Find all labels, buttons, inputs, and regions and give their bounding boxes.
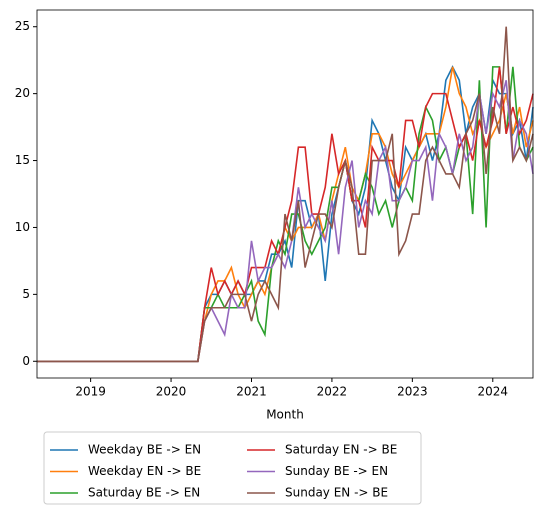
x-tick-label: 2021 (236, 385, 267, 399)
x-tick-label: 2019 (75, 385, 106, 399)
y-tick-label: 5 (22, 287, 30, 301)
legend-label: Saturday EN -> BE (285, 443, 397, 457)
legend-label: Weekday BE -> EN (88, 443, 201, 457)
legend-label: Weekday EN -> BE (88, 464, 201, 478)
y-tick-label: 10 (15, 220, 30, 234)
x-axis-label: Month (266, 408, 304, 422)
series-line (37, 26, 534, 363)
legend-label: Sunday BE -> EN (285, 464, 388, 478)
legend-label: Sunday EN -> BE (285, 486, 388, 500)
legend-box (43, 431, 422, 505)
x-tick-label: 2024 (478, 385, 509, 399)
y-tick-label: 0 (22, 354, 30, 368)
y-tick-label: 15 (15, 153, 30, 167)
x-tick-label: 2022 (317, 385, 348, 399)
y-tick-label: 25 (15, 19, 30, 33)
plot-frame (36, 9, 534, 379)
y-tick-label: 20 (15, 86, 30, 100)
x-tick-label: 2023 (397, 385, 428, 399)
legend-label: Saturday BE -> EN (88, 486, 200, 500)
x-tick-label: 2020 (156, 385, 187, 399)
